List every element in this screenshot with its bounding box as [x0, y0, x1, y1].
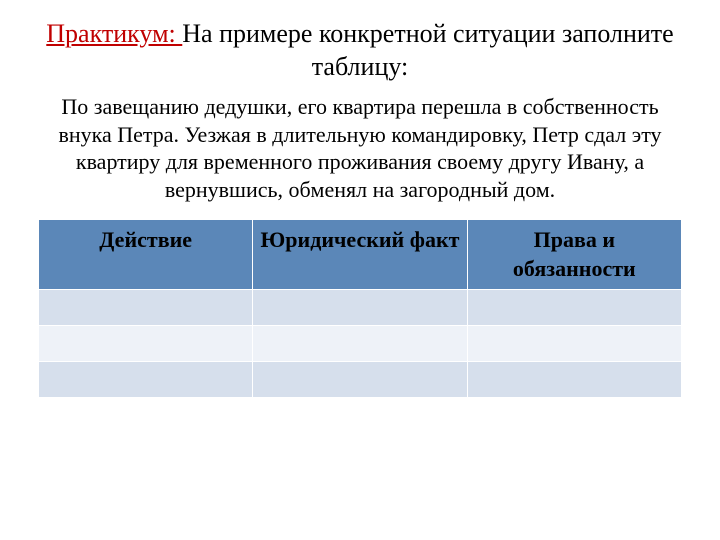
table-cell: [253, 326, 467, 362]
title-block: Практикум: На примере конкретной ситуаци…: [38, 18, 682, 83]
table-cell: [39, 326, 253, 362]
table-header-row: Действие Юридический факт Права и обязан…: [39, 220, 682, 290]
table-cell: [467, 362, 681, 398]
exercise-table: Действие Юридический факт Права и обязан…: [38, 219, 682, 398]
table-cell: [467, 326, 681, 362]
table-row: [39, 290, 682, 326]
table-row: [39, 362, 682, 398]
col-header-action: Действие: [39, 220, 253, 290]
col-header-rights: Права и обязанности: [467, 220, 681, 290]
body-text: По завещанию дедушки, его квартира переш…: [46, 93, 674, 203]
table-cell: [39, 290, 253, 326]
col-header-legal-fact: Юридический факт: [253, 220, 467, 290]
title-rest: На примере конкретной ситуации заполните…: [182, 19, 673, 81]
table-cell: [253, 362, 467, 398]
table-cell: [467, 290, 681, 326]
title-label: Практикум:: [46, 19, 182, 48]
table-cell: [253, 290, 467, 326]
table-cell: [39, 362, 253, 398]
table-row: [39, 326, 682, 362]
